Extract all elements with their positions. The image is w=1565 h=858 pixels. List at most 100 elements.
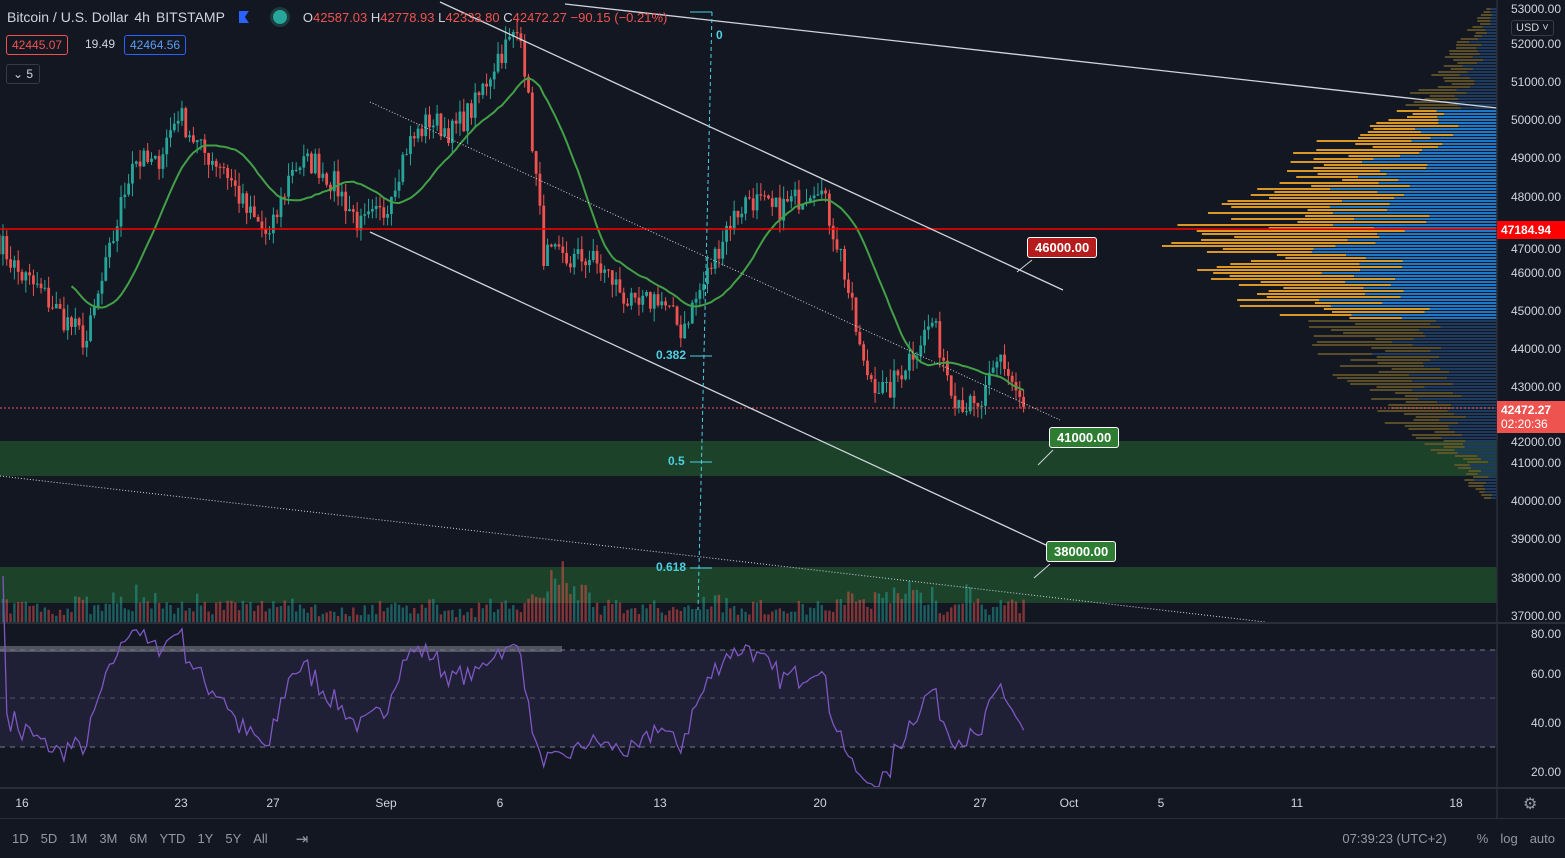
range-5d[interactable]: 5D: [40, 831, 58, 846]
volume-bar: [672, 607, 675, 622]
profile-row-up: [1335, 245, 1497, 247]
candle: [728, 225, 732, 230]
profile-row-down: [1274, 191, 1378, 193]
volume-bar: [62, 614, 66, 622]
profile-row-down: [1312, 344, 1413, 346]
range-ytd[interactable]: YTD: [159, 831, 186, 846]
trendline-upper-long[interactable]: [564, 3, 1498, 109]
profile-row-down: [1477, 20, 1491, 22]
candle: [607, 269, 610, 271]
candle: [850, 292, 854, 298]
profile-row-down: [1207, 212, 1334, 214]
profile-row-down: [1357, 137, 1431, 139]
volume-bar: [870, 608, 873, 622]
candle: [306, 153, 310, 157]
auto-toggle[interactable]: auto: [1529, 831, 1555, 846]
profile-row-up: [1412, 380, 1497, 382]
profile-row-up: [1333, 224, 1497, 226]
clock[interactable]: 07:39:23 (UTC+2): [1342, 831, 1447, 846]
profile-row-up: [1436, 110, 1497, 112]
buy-price-button[interactable]: 42464.56: [124, 35, 187, 55]
candle: [108, 242, 111, 258]
volume-bar: [641, 604, 644, 622]
ma-line: [70, 77, 1024, 392]
candle: [287, 175, 290, 197]
currency-select[interactable]: USD ˅: [1511, 20, 1554, 36]
range-1d[interactable]: 1D: [12, 831, 29, 846]
profile-row-up: [1490, 8, 1497, 10]
candle: [100, 280, 104, 294]
volume-bar: [706, 609, 709, 622]
sell-price-button[interactable]: 42445.07: [6, 35, 69, 55]
channel-mid-line[interactable]: [369, 101, 1061, 421]
range-1y[interactable]: 1Y: [197, 831, 214, 846]
volume-bar: [314, 604, 317, 622]
profile-row-down: [1279, 314, 1352, 316]
candle: [89, 315, 92, 341]
profile-row-down: [1460, 38, 1479, 40]
profile-row-up: [1449, 371, 1497, 373]
fib-vertical-dashed[interactable]: [697, 11, 713, 611]
volume-bar: [889, 603, 892, 622]
candle: [561, 246, 565, 253]
candle: [450, 120, 454, 144]
volume-bar: [710, 606, 713, 622]
candle: [500, 53, 504, 64]
profile-row-up: [1486, 482, 1497, 484]
candle: [489, 79, 492, 87]
candle: [820, 190, 824, 195]
range-all[interactable]: All: [253, 831, 268, 846]
profile-row-down: [1451, 83, 1475, 85]
support-label-38000[interactable]: 38000.00: [1046, 541, 1117, 562]
candle: [896, 370, 900, 376]
profile-row-down: [1279, 182, 1379, 184]
channel-upper-line[interactable]: [439, 1, 1064, 291]
symbol-name[interactable]: Bitcoin / U.S. Dollar: [7, 9, 129, 25]
support-zone-41000[interactable]: [0, 441, 1497, 476]
percent-toggle[interactable]: %: [1476, 831, 1489, 846]
candle: [73, 318, 77, 327]
chart-canvas[interactable]: [0, 0, 1565, 818]
interval[interactable]: 4h: [134, 9, 150, 25]
profile-row-up: [1488, 476, 1497, 478]
trendline-lower-dotted[interactable]: [0, 475, 1266, 623]
profile-row-down: [1475, 32, 1488, 34]
candle: [370, 209, 374, 212]
support-zone-38000[interactable]: [0, 567, 1497, 603]
volume-bar: [253, 611, 256, 622]
range-3m[interactable]: 3M: [99, 831, 118, 846]
settings-gear-icon[interactable]: ⚙: [1523, 796, 1538, 813]
volume-bar: [344, 614, 347, 622]
profile-row-up: [1462, 65, 1497, 67]
profile-row-up: [1441, 437, 1497, 439]
profile-row-up: [1447, 377, 1497, 379]
volume-bar: [496, 609, 500, 622]
volume-bar: [394, 602, 397, 622]
flag-icon[interactable]: [238, 11, 249, 23]
candle: [888, 381, 892, 398]
volume-bar: [85, 596, 88, 622]
support-label-41000[interactable]: 41000.00: [1049, 427, 1120, 448]
volume-bar: [652, 600, 656, 622]
indicators-toggle[interactable]: ⌄ 5: [6, 64, 41, 84]
range-1m[interactable]: 1M: [69, 831, 88, 846]
log-toggle[interactable]: log: [1500, 831, 1518, 846]
candle: [496, 53, 500, 72]
profile-row-up: [1429, 308, 1497, 310]
profile-row-up: [1371, 353, 1497, 355]
range-5y[interactable]: 5Y: [225, 831, 242, 846]
fib-label-0: 0: [716, 28, 723, 42]
candle: [256, 217, 260, 222]
candle: [949, 375, 953, 396]
volume-bar: [374, 614, 378, 622]
resistance-label[interactable]: 46000.00: [1027, 237, 1098, 258]
candle: [363, 214, 367, 216]
volume-bar: [470, 608, 473, 622]
volume-bar: [329, 610, 332, 622]
goto-date-icon[interactable]: ⇥: [295, 830, 309, 848]
volume-bar: [256, 605, 260, 622]
candle: [907, 353, 911, 371]
channel-lower-line[interactable]: [369, 231, 1049, 547]
candle: [39, 283, 43, 289]
range-6m[interactable]: 6M: [129, 831, 148, 846]
